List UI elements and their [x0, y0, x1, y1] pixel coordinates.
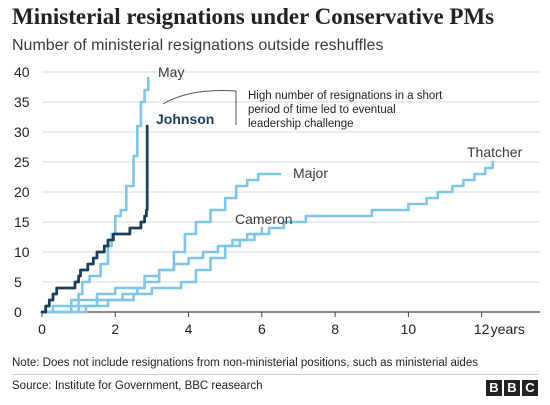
y-tick-label-5: 5 — [14, 274, 22, 290]
y-tick-label-15: 15 — [14, 214, 30, 230]
x-axis-unit-label: years — [491, 321, 525, 337]
annotation-line-2: period of time led to eventual — [248, 104, 396, 116]
x-tick-label-2: 2 — [111, 321, 119, 337]
y-tick-label-20: 20 — [14, 184, 30, 200]
series-label-major: Major — [293, 165, 328, 181]
series-line-cameron — [40, 226, 264, 314]
y-tick-label-40: 40 — [14, 64, 30, 80]
y-tick-label-35: 35 — [14, 94, 30, 110]
y-tick-label-30: 30 — [14, 124, 30, 140]
chart-title: Ministerial resignations under Conservat… — [12, 4, 495, 29]
x-tick-label-6: 6 — [258, 321, 266, 337]
chart-source: Source: Institute for Government, BBC re… — [12, 380, 263, 392]
logo-letter-1: B — [486, 380, 502, 396]
logo-letter-2: B — [504, 380, 520, 396]
series-line-may — [40, 76, 150, 314]
bbc-logo: B B C — [486, 380, 538, 396]
series-label-cameron: Cameron — [235, 211, 293, 227]
y-tick-label-25: 25 — [14, 154, 30, 170]
series-label-may: May — [158, 64, 184, 80]
x-tick-label-8: 8 — [331, 321, 339, 337]
series-line-major — [40, 172, 282, 314]
x-tick-label-0: 0 — [38, 321, 46, 337]
series-label-thatcher: Thatcher — [467, 144, 523, 160]
annotation-text: High number of resignations in a short pe… — [248, 90, 443, 130]
y-tick-label-10: 10 — [14, 244, 30, 260]
annotation-connector — [162, 90, 237, 125]
series-line-johnson — [40, 124, 149, 314]
logo-letter-3: C — [522, 380, 538, 396]
footer-divider — [12, 374, 538, 375]
y-tick-label-0: 0 — [14, 304, 22, 320]
series-line-thatcher — [40, 160, 494, 314]
x-tick-label-4: 4 — [185, 321, 193, 337]
annotation-line-3: leadership challenge — [248, 118, 354, 130]
series-label-johnson: Johnson — [156, 111, 214, 127]
chart-note: Note: Does not include resignations from… — [12, 357, 478, 369]
chart-subtitle: Number of ministerial resignations outsi… — [12, 37, 384, 54]
annotation-line-1: High number of resignations in a short — [248, 90, 443, 102]
x-tick-label-12: 12 — [474, 321, 490, 337]
x-tick-label-10: 10 — [401, 321, 417, 337]
